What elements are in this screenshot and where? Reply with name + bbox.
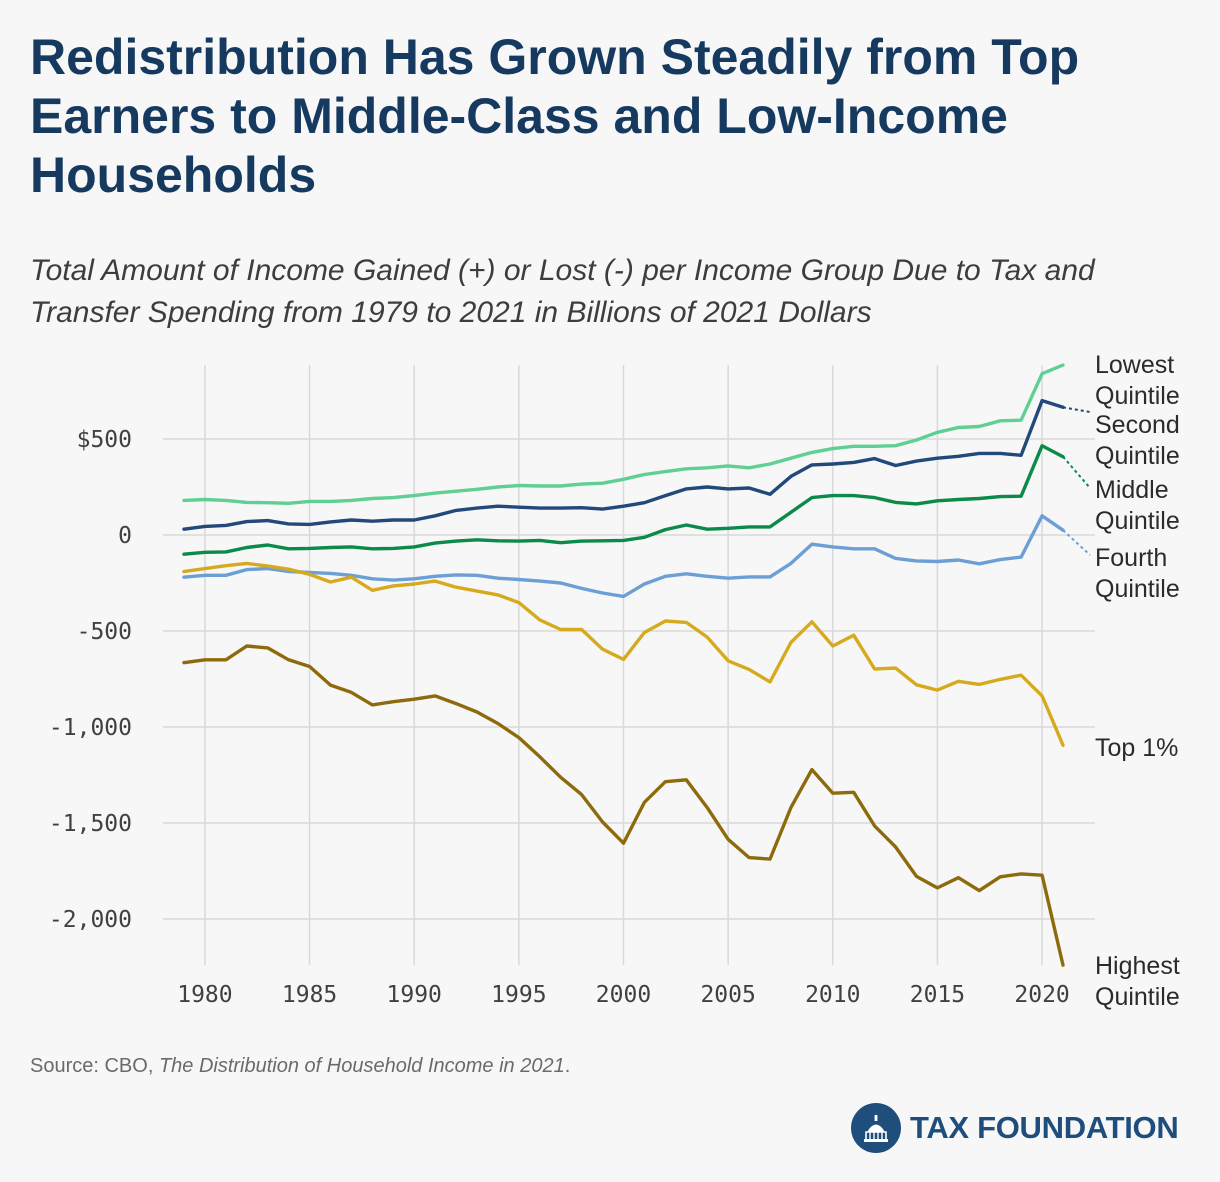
y-tick-label: -500 [77,619,132,645]
series-label: Lowest [1095,351,1174,379]
y-tick-label: -1,500 [49,811,132,837]
x-tick-label: 2005 [700,982,755,1008]
y-tick-label: -2,000 [49,907,132,933]
series-label: Second [1095,411,1180,439]
x-tick-label: 1980 [177,982,232,1008]
tax-foundation-logo: TAX FOUNDATION [850,1102,1179,1154]
source-prefix: Source: CBO, [30,1055,159,1077]
series-label: Quintile [1095,575,1180,603]
capitol-dome-icon [851,1103,901,1153]
y-tick-label: -1,000 [49,715,132,741]
x-tick-label: 1995 [491,982,546,1008]
series-line-fourth-quintile [182,514,1065,599]
series-label: Quintile [1095,507,1180,535]
series-lines [182,363,1065,967]
series-labels: LowestQuintileSecondQuintileMiddleQuinti… [1062,351,1180,1011]
series-label: Middle [1095,476,1169,504]
label-leader-line [1062,406,1091,413]
chart-title: Redistribution Has Grown Steadily from T… [30,29,1080,203]
logo-wordmark: TAX FOUNDATION [910,1110,1179,1145]
series-line-highest-quintile [182,644,1065,967]
x-tick-label: 2015 [910,982,965,1008]
source-title: The Distribution of Household Income in … [158,1055,565,1077]
series-label: Top 1% [1095,734,1178,762]
label-leader-line [1062,529,1091,556]
x-tick-label: 1985 [282,982,337,1008]
label-leader-line [1062,456,1091,489]
series-line-middle-quintile [182,444,1065,556]
series-label: Fourth [1095,544,1167,572]
series-label: Quintile [1095,442,1180,470]
x-tick-label: 1990 [387,982,442,1008]
y-tick-label: 0 [118,523,132,549]
series-line-lowest-quintile [182,363,1065,505]
y-tick-label: $500 [77,427,132,453]
x-tick-label: 2000 [596,982,651,1008]
series-line-top-1- [182,561,1065,747]
x-tick-label: 2010 [805,982,860,1008]
y-axis-tick-labels: $500 0 -500 -1,000 -1,500 -2,000 [49,427,132,933]
x-tick-label: 2020 [1014,982,1069,1008]
x-axis-tick-labels: 1980 1985 1990 1995 2000 2005 2010 2015 2020 [177,982,1070,1008]
source-note: Source: CBO, The Distribution of Househo… [30,1055,570,1078]
source-suffix: . [564,1055,571,1077]
series-label: Quintile [1095,382,1180,410]
chart-subtitle: Total Amount of Income Gained (+) or Los… [30,254,1095,329]
series-label: Highest [1095,952,1180,980]
series-line-second-quintile [182,398,1065,531]
series-label: Quintile [1095,983,1180,1011]
line-chart: LowestQuintileSecondQuintileMiddleQuinti… [49,351,1180,1011]
